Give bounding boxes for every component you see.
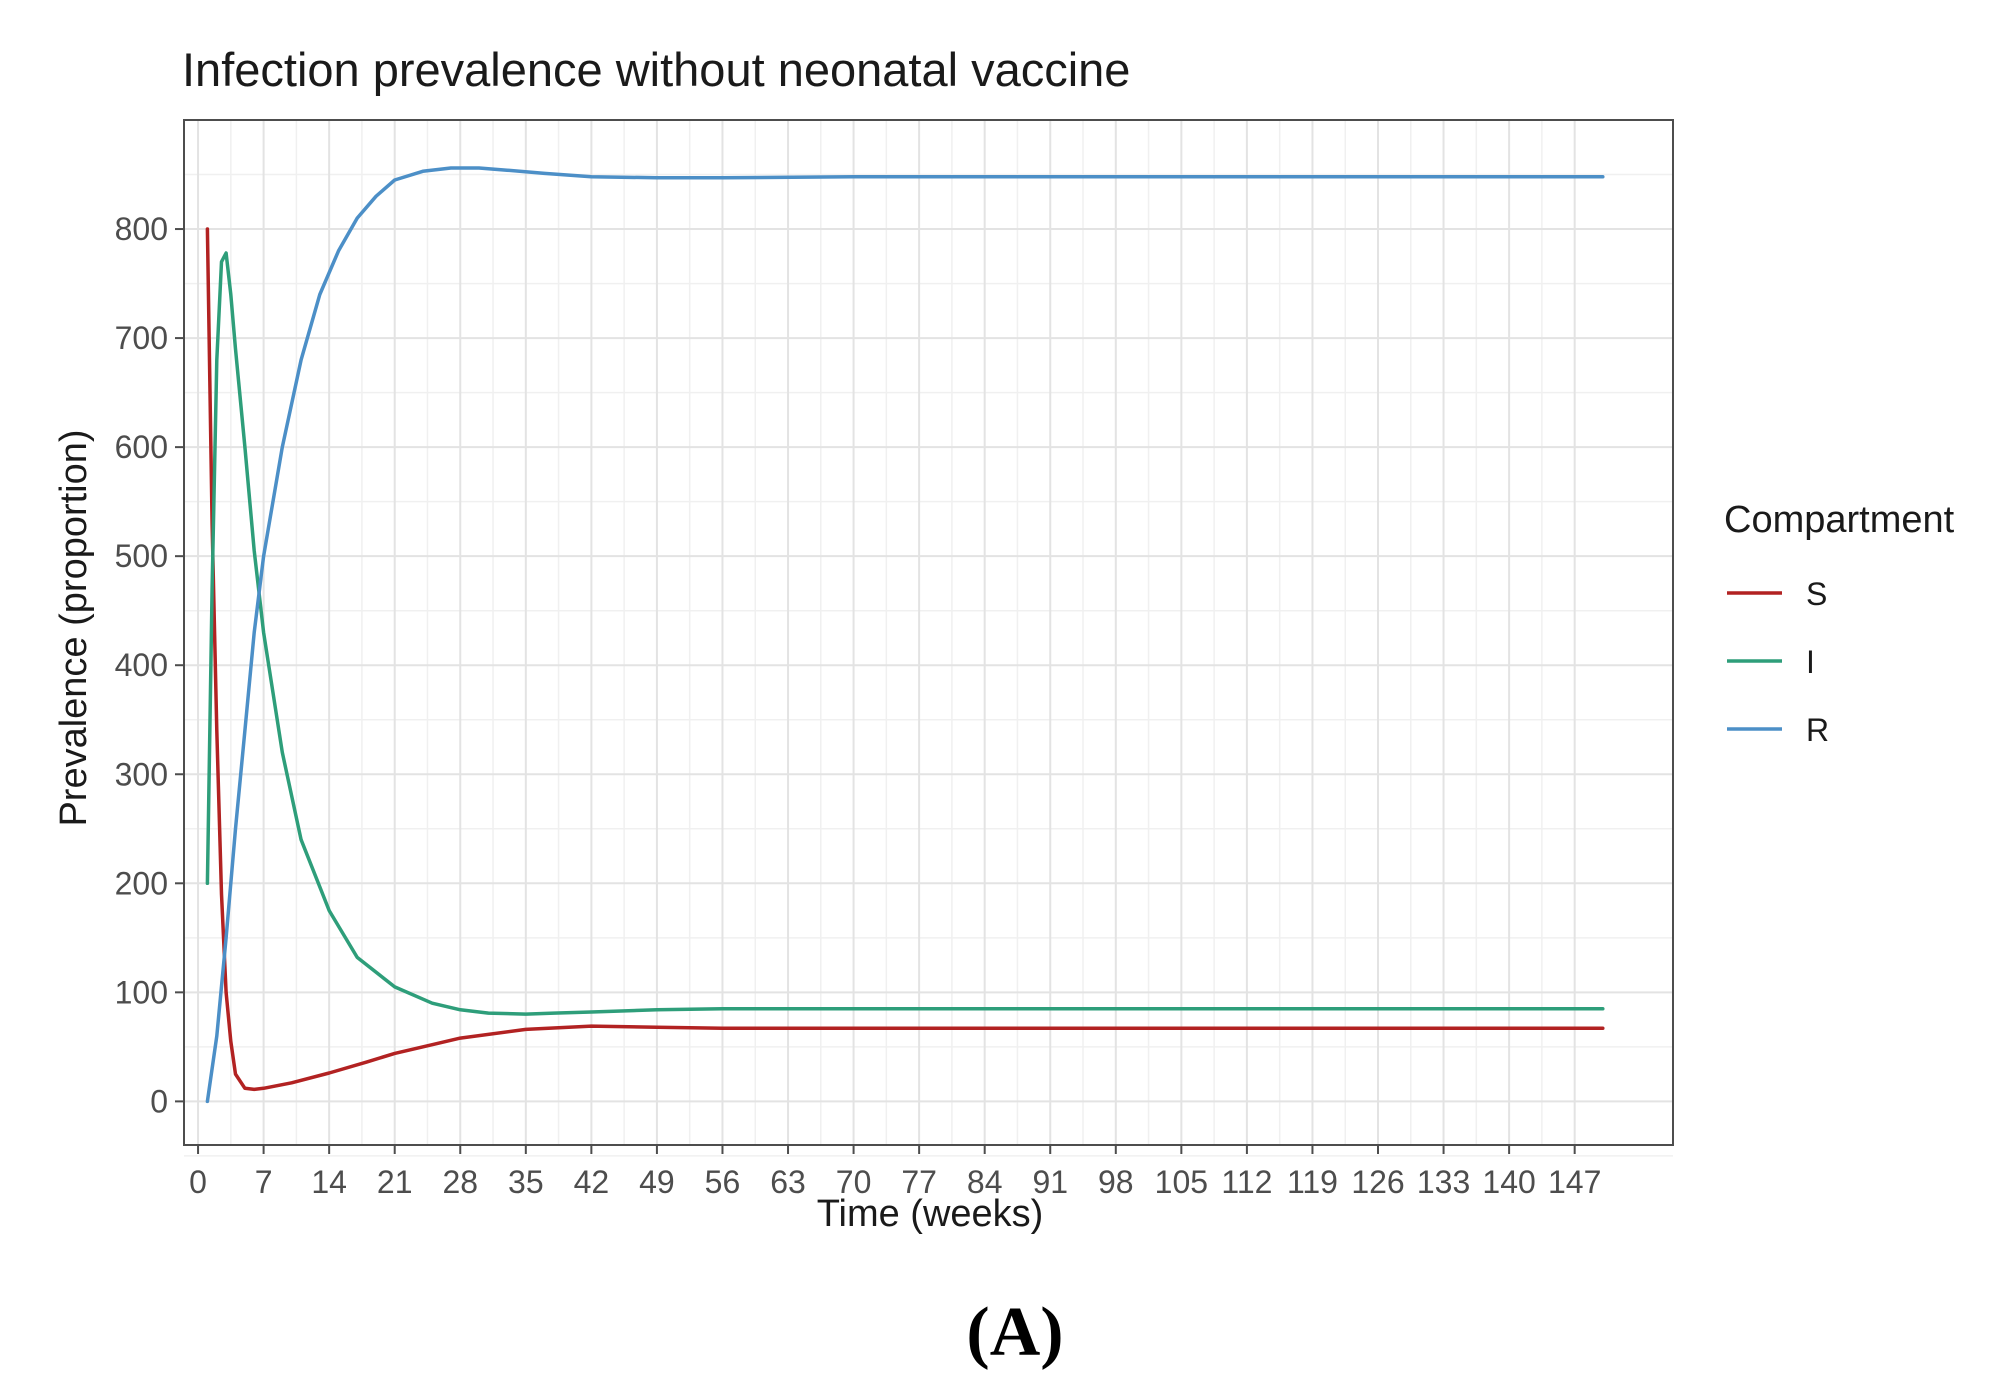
plot-panel-background (184, 120, 1673, 1145)
x-tick-label: 35 (508, 1164, 544, 1200)
x-tick-label: 0 (189, 1164, 207, 1200)
y-tick-label: 0 (150, 1083, 168, 1119)
y-axis-title: Prevalence (proportion) (53, 429, 95, 826)
x-tick-label: 84 (967, 1164, 1003, 1200)
legend-label-S: S (1806, 576, 1827, 612)
legend-label-R: R (1806, 712, 1829, 748)
x-tick-label: 98 (1098, 1164, 1134, 1200)
x-tick-label: 49 (639, 1164, 675, 1200)
y-tick-label: 700 (115, 320, 168, 356)
x-tick-label: 14 (311, 1164, 347, 1200)
plot-panel-border (183, 119, 1674, 1146)
x-tick-label: 70 (836, 1164, 872, 1200)
y-tick-label: 400 (115, 647, 168, 683)
x-tick-label: 63 (770, 1164, 806, 1200)
x-tick-label: 147 (1548, 1164, 1601, 1200)
series-line-S (205, 227, 1605, 1092)
legend-label-I: I (1806, 644, 1815, 680)
x-tick-label: 28 (442, 1164, 478, 1200)
x-tick-label: 7 (255, 1164, 273, 1200)
x-tick-label: 105 (1155, 1164, 1208, 1200)
legend: SIR (1727, 576, 1829, 748)
chart-title: Infection prevalence without neonatal va… (182, 43, 1130, 96)
y-tick-label: 300 (115, 756, 168, 792)
x-tick-label: 133 (1417, 1164, 1470, 1200)
x-tick-label: 119 (1287, 1164, 1338, 1200)
y-tick-label: 500 (115, 538, 168, 574)
y-tick-label: 600 (115, 429, 168, 465)
x-tick-label: 112 (1221, 1164, 1272, 1200)
y-tick-label: 100 (115, 974, 168, 1010)
x-tick-label: 56 (705, 1164, 741, 1200)
x-tick-label: 42 (574, 1164, 610, 1200)
x-axis-title: Time (weeks) (817, 1193, 1044, 1235)
x-tick-label: 21 (377, 1164, 413, 1200)
x-tick-label: 77 (901, 1164, 937, 1200)
x-tick-label: 140 (1482, 1164, 1535, 1200)
x-tick-label: 126 (1351, 1164, 1404, 1200)
y-tick-label: 800 (115, 211, 168, 247)
series-line-R (205, 166, 1605, 1104)
plot-area: 0 7 14 21 28 35 42 49 56 63 70 77 84 91 98 105 112 119 126… (115, 119, 1674, 1200)
legend-title: Compartment (1724, 499, 1955, 541)
x-tick-label: 91 (1032, 1164, 1068, 1200)
series-line-I (205, 251, 1605, 1016)
panel-label: (A) (966, 1294, 1063, 1371)
y-tick-label: 200 (115, 865, 168, 901)
